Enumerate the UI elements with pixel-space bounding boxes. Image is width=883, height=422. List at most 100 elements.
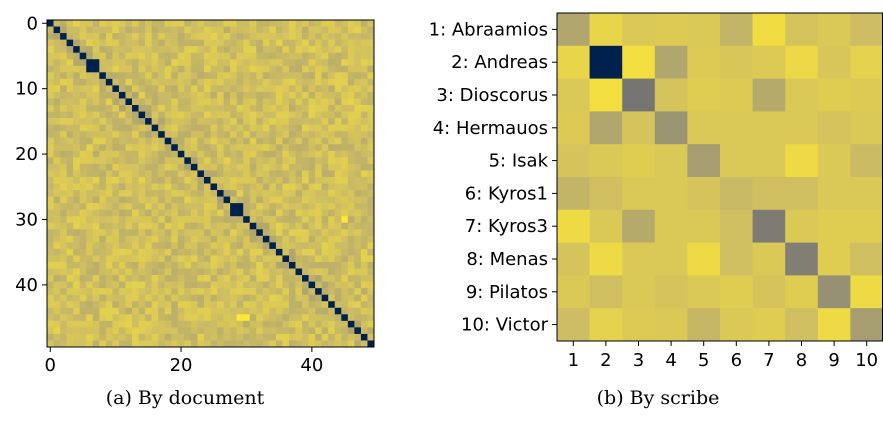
heatmap-cell [302, 248, 309, 256]
heatmap-cell [138, 281, 146, 289]
heatmap-cell [230, 150, 237, 158]
heatmap-cell [622, 242, 656, 276]
heatmap-cell [334, 105, 342, 112]
heatmap-cell [158, 327, 166, 335]
heatmap-cell [164, 190, 172, 197]
heatmap-cell [217, 268, 224, 276]
heatmap-cell [197, 163, 205, 171]
heatmap-cell [282, 39, 290, 47]
heatmap-cell [243, 242, 251, 250]
heatmap-cell [79, 85, 87, 93]
heatmap-cell [850, 13, 883, 47]
heatmap-cell [230, 46, 237, 53]
heatmap-cell [269, 144, 277, 152]
heatmap-cell [347, 333, 355, 341]
heatmap-cell [282, 196, 290, 204]
heatmap-cell [197, 235, 205, 243]
heatmap-cell [315, 39, 322, 47]
heatmap-cell [47, 46, 54, 53]
heatmap-cell [86, 163, 94, 171]
heatmap-cell [367, 255, 375, 263]
heatmap-cell [145, 183, 152, 191]
heatmap-cell [73, 242, 80, 250]
heatmap-cell [262, 78, 270, 86]
heatmap-cell [334, 59, 342, 67]
heatmap-cell [145, 281, 152, 289]
heatmap-cell [217, 275, 224, 282]
heatmap-cell [184, 144, 192, 152]
heatmap-cell [295, 307, 303, 315]
heatmap-cell [302, 157, 309, 165]
heatmap-cell [60, 261, 67, 269]
heatmap-cell [308, 229, 316, 237]
heatmap-cell [184, 157, 192, 165]
heatmap-cell [171, 248, 179, 256]
heatmap-cell [328, 33, 336, 40]
heatmap-cell [184, 170, 192, 178]
heatmap-cell [203, 203, 211, 210]
heatmap-cell [328, 39, 336, 47]
heatmap-cell [171, 52, 179, 60]
heatmap-cell [249, 98, 257, 106]
heatmap-cell [308, 261, 316, 269]
heatmap-cell [171, 314, 179, 322]
heatmap-cell [367, 268, 375, 276]
heatmap-cell [282, 242, 290, 250]
heatmap-cell [99, 261, 107, 269]
heatmap-cell [360, 124, 368, 132]
heatmap-cell [66, 85, 74, 93]
heatmap-cell [269, 307, 277, 315]
heatmap-cell [334, 314, 342, 322]
heatmap-cell [295, 327, 303, 335]
heatmap-cell [269, 85, 277, 93]
heatmap-cell [302, 98, 309, 106]
heatmap-cell [79, 111, 87, 119]
heatmap-cell [308, 124, 316, 132]
heatmap-cell [334, 33, 342, 40]
heatmap-cell [164, 98, 172, 106]
heatmap-cell [262, 39, 270, 47]
heatmap-cell [171, 59, 179, 67]
heatmap-cell [99, 268, 107, 276]
heatmap-cell [60, 281, 67, 289]
heatmap-cell [328, 281, 336, 289]
heatmap-cell [171, 163, 179, 171]
heatmap-cell [184, 131, 192, 139]
heatmap-cell [47, 72, 54, 80]
heatmap-cell [177, 248, 185, 256]
heatmap-cell [262, 222, 270, 230]
heatmap-cell [308, 268, 316, 276]
heatmap-cell [132, 268, 139, 276]
heatmap-cell [66, 91, 74, 99]
heatmap-cell [334, 85, 342, 93]
heatmap-cell [92, 229, 100, 237]
heatmap-cell [256, 131, 264, 139]
heatmap-cell [197, 203, 205, 210]
heatmap-cell [118, 314, 126, 322]
heatmap-cell [308, 288, 316, 295]
heatmap-cell [334, 111, 342, 119]
heatmap-cell [151, 235, 159, 243]
heatmap-cell [249, 222, 257, 230]
heatmap-cell [210, 52, 218, 60]
heatmap-cell [125, 340, 133, 348]
heatmap-cell [184, 281, 192, 289]
heatmap-cell [249, 340, 257, 348]
heatmap-cell [184, 294, 192, 302]
heatmap-cell [315, 190, 322, 197]
heatmap-cell [73, 98, 80, 106]
heatmap-cell [269, 46, 277, 53]
heatmap-cell [275, 320, 283, 328]
heatmap-cell [203, 209, 211, 217]
heatmap-cell [354, 307, 362, 315]
heatmap-cell [60, 91, 67, 99]
heatmap-cell [177, 144, 185, 152]
heatmap-cell [360, 105, 368, 112]
heatmap-cell [217, 327, 224, 335]
heatmap-cell [158, 190, 166, 197]
heatmap-cell [347, 176, 355, 184]
heatmap-cell [334, 294, 342, 302]
heatmap-cell [334, 209, 342, 217]
heatmap-cell [295, 85, 303, 93]
heatmap-cell [203, 196, 211, 204]
